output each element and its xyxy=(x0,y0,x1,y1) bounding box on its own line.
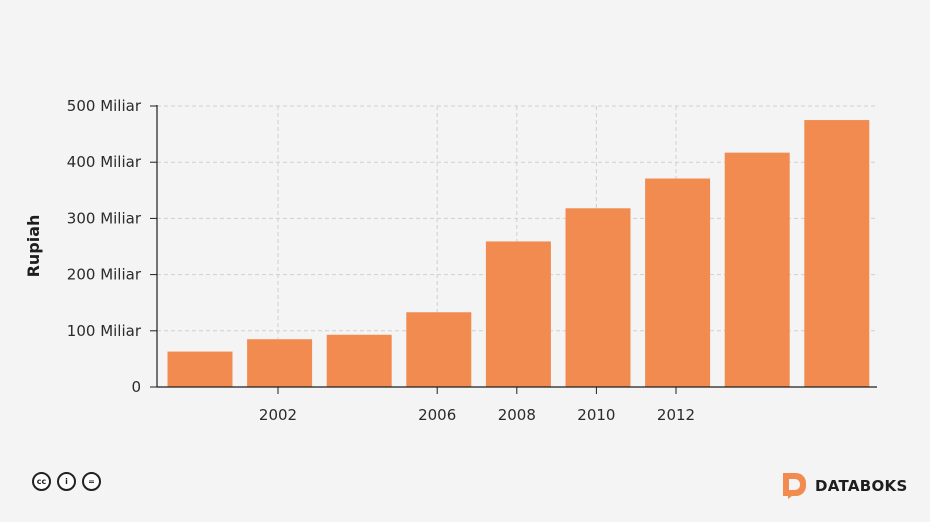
y-tick-label: 400 Miliar xyxy=(67,153,142,171)
bar[interactable] xyxy=(804,120,870,388)
y-ticks: 0 100 Miliar 200 Miliar 300 Miliar 400 Milia… xyxy=(67,97,157,396)
bar[interactable] xyxy=(326,334,392,387)
x-ticks: 2002 2006 2008 2010 2012 xyxy=(259,387,695,424)
y-tick-label: 200 Miliar xyxy=(67,266,142,284)
brand-logo[interactable]: DATABOKS xyxy=(782,472,908,499)
y-tick-label: 0 xyxy=(131,378,141,396)
x-tick-label: 2006 xyxy=(418,406,456,424)
bar[interactable] xyxy=(485,241,551,387)
x-tick-label: 2002 xyxy=(259,406,297,424)
x-tick-label: 2012 xyxy=(657,406,695,424)
nd-icon[interactable]: = xyxy=(82,472,101,491)
y-tick-label: 300 Miliar xyxy=(67,209,142,227)
license-icons: cc i = xyxy=(32,472,101,491)
bar[interactable] xyxy=(167,351,233,387)
y-tick-label: 500 Miliar xyxy=(67,97,142,115)
bar[interactable] xyxy=(724,152,790,387)
bar[interactable] xyxy=(645,178,711,387)
x-tick-label: 2008 xyxy=(498,406,536,424)
x-tick-label: 2010 xyxy=(577,406,615,424)
bar[interactable] xyxy=(247,339,313,387)
by-icon[interactable]: i xyxy=(57,472,76,491)
bar[interactable] xyxy=(565,208,631,387)
bar[interactable] xyxy=(406,312,472,387)
bars-group xyxy=(167,120,870,388)
cc-icon[interactable]: cc xyxy=(32,472,51,491)
databoks-logo-icon xyxy=(783,473,806,499)
y-tick-label: 100 Miliar xyxy=(67,322,142,340)
brand-name: DATABOKS xyxy=(815,476,908,495)
y-axis-label: Rupiah xyxy=(24,215,43,278)
